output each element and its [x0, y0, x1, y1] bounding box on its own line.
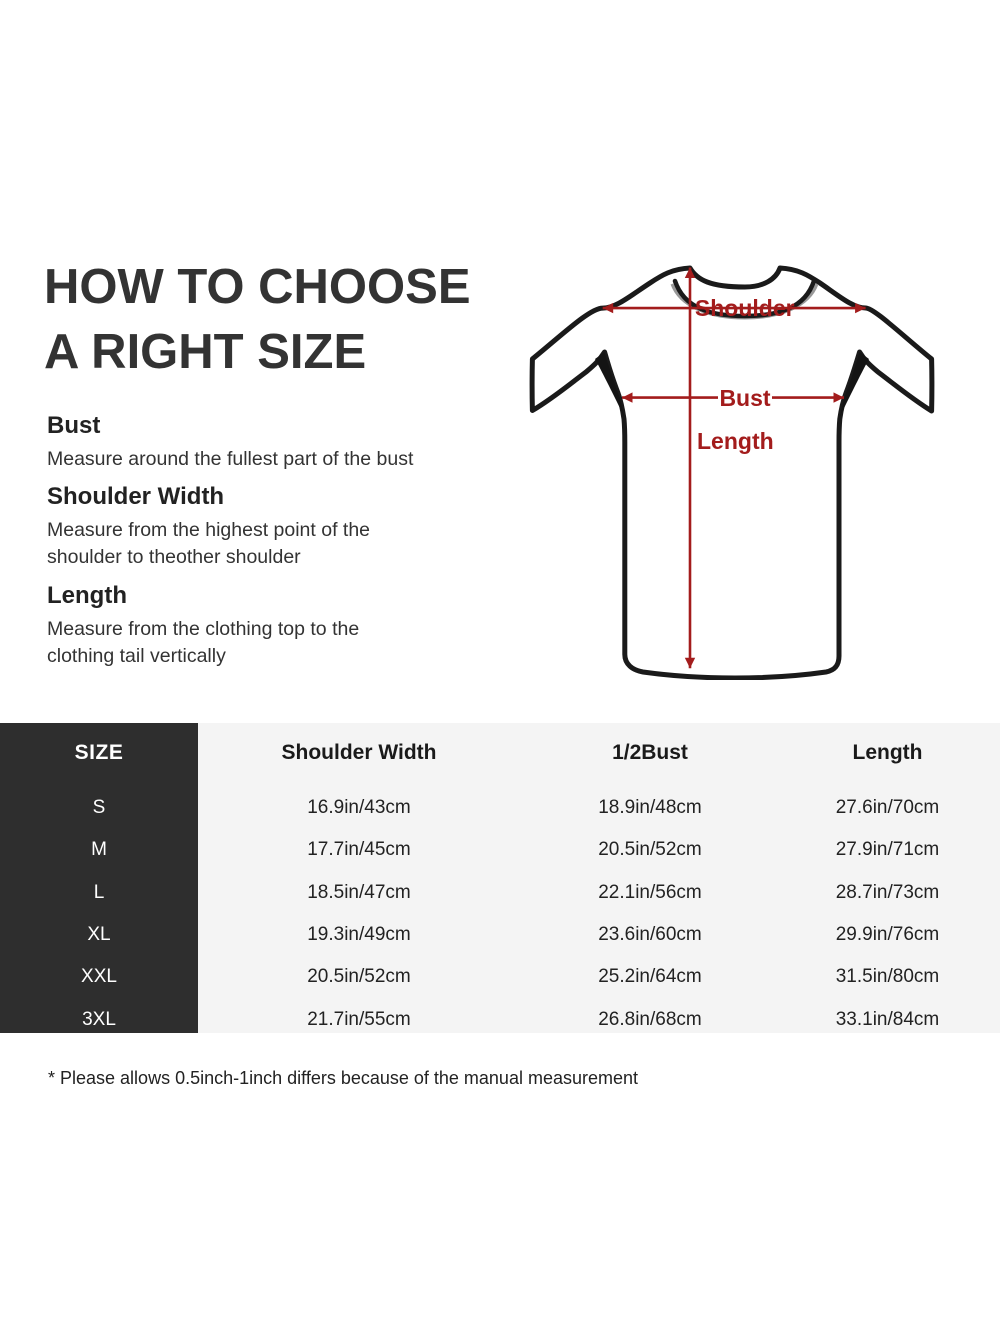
svg-text:Length: Length — [697, 428, 774, 454]
svg-text:Shoulder: Shoulder — [695, 295, 795, 321]
svg-text:Bust: Bust — [719, 385, 770, 411]
